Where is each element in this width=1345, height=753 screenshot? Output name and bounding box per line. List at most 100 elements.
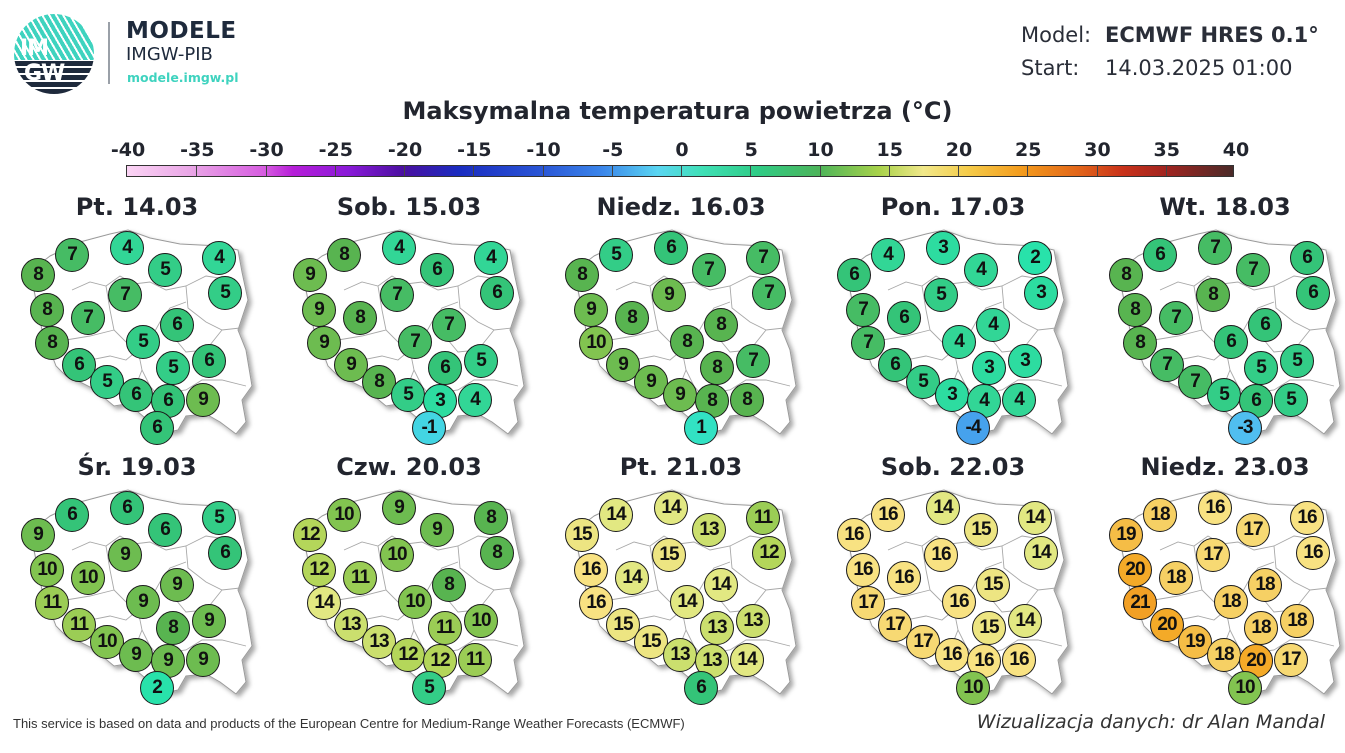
forecast-map-day-3: Niedz. 16.03 8 5 6 7 7 9 9 7 8 8 10 8 7 9 8 9 9 8 8 1	[554, 190, 814, 450]
station-temperature-marker: 13	[334, 608, 368, 642]
station-temperature-marker: 3	[926, 231, 960, 265]
station-temperature-marker: 7	[1159, 301, 1193, 335]
colorbar-tick	[750, 166, 752, 176]
station-temperature-marker: 9	[293, 258, 327, 292]
station-temperature-marker: 6	[160, 308, 194, 342]
station-temperature-marker: 5	[208, 276, 242, 310]
station-temperature-marker: 15	[972, 611, 1006, 645]
colorbar-tick	[819, 166, 821, 176]
station-temperature-marker: 17	[851, 586, 885, 620]
brand-url-link[interactable]: modele.imgw.pl	[127, 70, 239, 85]
station-temperature-marker: 8	[474, 501, 508, 535]
station-temperature-marker: 18	[1280, 604, 1314, 638]
station-temperature-marker: 9	[160, 568, 194, 602]
station-temperature-marker: 10	[464, 604, 498, 638]
station-temperature-marker: 18	[1244, 611, 1278, 645]
logo-stripes-bottom	[14, 60, 94, 94]
station-temperature-marker: 15	[606, 608, 640, 642]
station-temperature-marker: 7	[55, 238, 89, 272]
station-temperature-marker: 9	[186, 643, 220, 677]
station-temperature-marker: 8	[432, 568, 466, 602]
station-temperature-marker: 14	[670, 585, 704, 619]
station-temperature-marker: 4	[1002, 383, 1036, 417]
colorbar-tick-label: -15	[457, 139, 492, 161]
station-temperature-marker: 17	[1236, 513, 1270, 547]
station-temperature-marker: 6	[192, 344, 226, 378]
colorbar-tick	[888, 166, 890, 176]
station-temperature-marker: 8	[156, 611, 190, 645]
station-temperature-marker: 8	[343, 301, 377, 335]
station-temperature-marker: 7	[752, 276, 786, 310]
station-temperature-marker: 15	[964, 513, 998, 547]
station-temperature-marker: 6	[887, 301, 921, 335]
logo-text-bottom: GW	[24, 61, 65, 86]
station-temperature-marker: 14	[730, 643, 764, 677]
station-temperature-marker: 3	[935, 378, 969, 412]
colorbar-tick-label: 40	[1222, 139, 1250, 161]
station-temperature-marker: 3	[1008, 344, 1042, 378]
station-temperature-marker: 16	[1290, 501, 1324, 535]
station-temperature-marker: 16	[887, 561, 921, 595]
colorbar-tick	[1096, 166, 1098, 176]
station-temperature-marker: 16	[574, 553, 608, 587]
station-temperature-marker: 4	[474, 241, 508, 275]
brand-title: MODELE	[126, 18, 237, 44]
station-temperature-marker: 19	[1109, 518, 1143, 552]
station-temperature-marker: 8	[480, 536, 514, 570]
station-temperature-marker: 5	[1280, 344, 1314, 378]
station-temperature-marker: 10	[71, 561, 105, 595]
station-temperature-marker: 9	[652, 278, 686, 312]
station-temperature-marker: 4	[976, 308, 1010, 342]
station-temperature-marker: 7	[692, 253, 726, 287]
colorbar-tick	[958, 166, 959, 176]
station-temperature-marker: 9	[634, 365, 668, 399]
station-temperature-marker: 10	[90, 625, 124, 659]
station-temperature-marker: 16	[871, 498, 905, 532]
station-temperature-marker: 6	[428, 351, 462, 385]
map-day-title: Pon. 17.03	[880, 193, 1026, 221]
station-temperature-marker: 16	[846, 553, 880, 587]
station-temperature-marker: 18	[1159, 561, 1193, 595]
station-temperature-marker: 17	[1196, 538, 1230, 572]
station-temperature-marker: 9	[126, 585, 160, 619]
station-temperature-marker: 6	[1296, 276, 1330, 310]
station-temperature-marker: 9	[119, 638, 153, 672]
station-temperature-marker: 7	[1236, 253, 1270, 287]
colorbar-tick	[473, 166, 475, 176]
station-temperature-marker: 8	[362, 365, 396, 399]
station-temperature-marker: 8	[35, 326, 69, 360]
station-temperature-marker: 10	[30, 553, 64, 587]
colorbar-tick	[542, 166, 544, 176]
station-temperature-marker: 8	[21, 258, 55, 292]
station-temperature-marker: 5	[1274, 383, 1308, 417]
station-temperature-marker: 11	[35, 586, 69, 620]
station-temperature-marker: 5	[126, 325, 160, 359]
station-temperature-marker: 20	[1118, 553, 1152, 587]
station-temperature-marker: -1	[412, 411, 446, 445]
station-temperature-marker: 5	[464, 344, 498, 378]
start-label: Start:	[1021, 56, 1080, 80]
station-temperature-marker: 12	[423, 644, 457, 678]
station-temperature-marker: 7	[1198, 231, 1232, 265]
map-day-title: Pt. 14.03	[75, 193, 199, 221]
station-temperature-marker: 8	[1196, 278, 1230, 312]
station-temperature-marker: 6	[684, 671, 718, 705]
station-temperature-marker: 12	[752, 536, 786, 570]
station-temperature-marker: 8	[565, 258, 599, 292]
station-temperature-marker: 11	[428, 611, 462, 645]
station-temperature-marker: 16	[924, 538, 958, 572]
station-temperature-marker: 17	[878, 608, 912, 642]
colorbar-tick	[611, 166, 613, 176]
station-temperature-marker: 19	[1178, 625, 1212, 659]
station-temperature-marker: 11	[746, 501, 780, 535]
author-credit: Wizualizacja danych: dr Alan Mandal	[976, 711, 1325, 733]
colorbar-tick-label: -10	[526, 139, 561, 161]
station-temperature-marker: 15	[652, 538, 686, 572]
colorbar-tick	[334, 166, 336, 176]
station-temperature-marker: 16	[935, 638, 969, 672]
station-temperature-marker: 5	[90, 365, 124, 399]
forecast-map-day-8: Pt. 21.03 15 14 14 13 11 16 15 12 14 14 16 14 13 15 13 1…	[554, 450, 814, 710]
station-temperature-marker: 11	[343, 561, 377, 595]
station-temperature-marker: 4	[871, 238, 905, 272]
colorbar-tick	[265, 166, 267, 176]
